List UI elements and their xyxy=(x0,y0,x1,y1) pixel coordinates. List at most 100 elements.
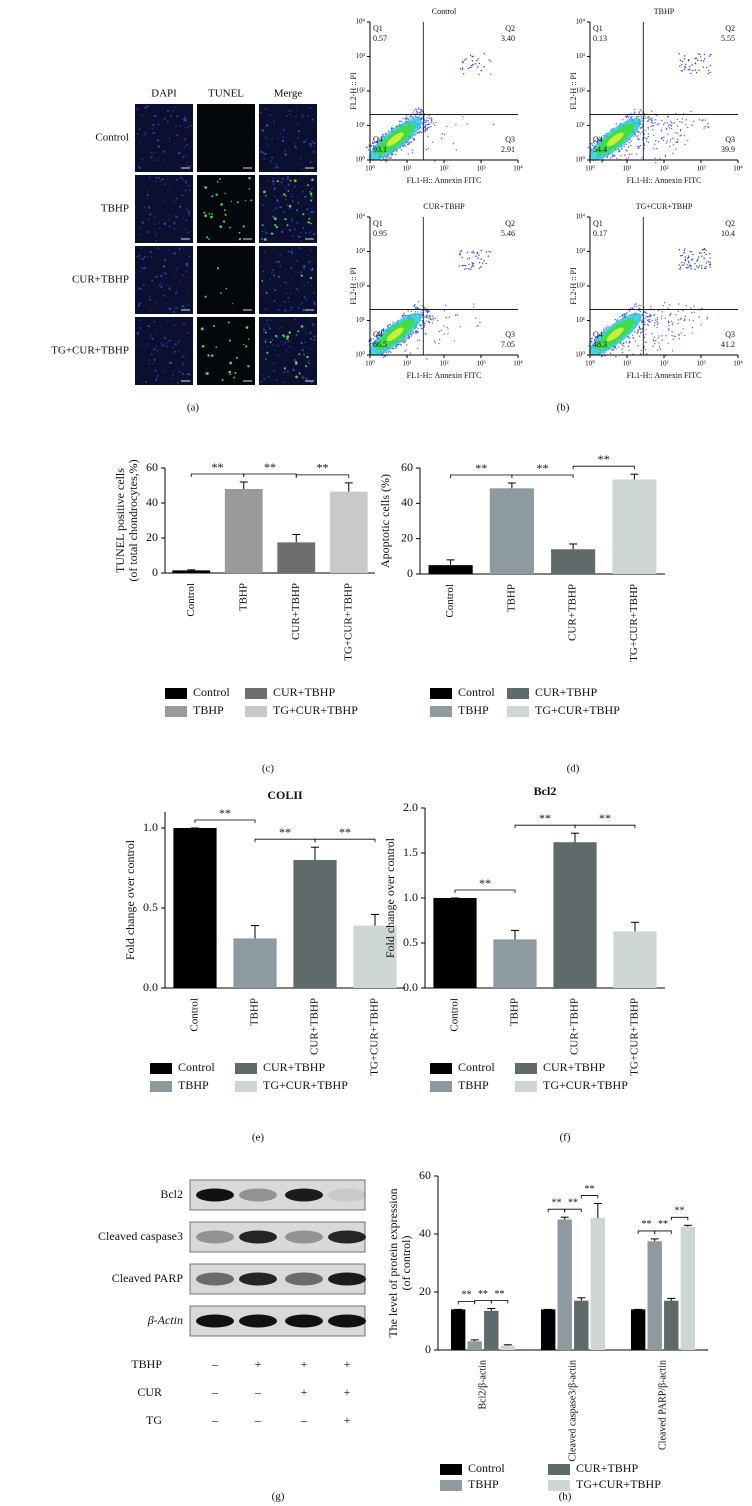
event-dot xyxy=(657,322,659,324)
tunel-cell xyxy=(265,194,267,197)
event-dot xyxy=(627,146,630,149)
event-dot xyxy=(646,137,649,140)
event-dot xyxy=(626,311,628,314)
event-dot xyxy=(681,64,683,66)
nucleus xyxy=(273,123,276,126)
tunel-cell xyxy=(229,226,231,229)
bar xyxy=(557,1219,572,1350)
nucleus xyxy=(307,254,309,256)
nucleus xyxy=(183,146,186,149)
x-tick-label: Control xyxy=(444,584,456,618)
x-tick-label: Cleaved caspase3/β-actin xyxy=(567,1360,578,1461)
event-dot xyxy=(478,254,480,256)
nucleus xyxy=(190,164,192,166)
event-dot xyxy=(691,312,693,314)
tunel-cell xyxy=(242,225,245,228)
event-dot xyxy=(410,115,412,117)
significance-label: ** xyxy=(537,461,549,475)
micrograph xyxy=(197,246,255,314)
event-dot xyxy=(434,317,437,319)
tunel-cell xyxy=(200,327,204,331)
blot-band xyxy=(285,1188,323,1202)
nucleus xyxy=(289,287,291,289)
event-dot xyxy=(700,252,702,254)
event-dot xyxy=(681,121,683,124)
tunel-cell xyxy=(221,379,224,381)
blot-band xyxy=(239,1188,277,1202)
nucleus xyxy=(269,114,272,117)
event-dot xyxy=(478,73,480,76)
event-dot xyxy=(411,115,413,117)
nucleus xyxy=(156,376,158,378)
nucleus xyxy=(152,132,155,135)
nucleus xyxy=(280,181,283,184)
nucleus xyxy=(273,248,275,251)
event-dot xyxy=(399,120,402,123)
significance-label: ** xyxy=(475,461,487,475)
event-dot xyxy=(480,249,482,252)
significance-label: ** xyxy=(585,1184,595,1195)
nucleus xyxy=(260,380,263,384)
event-dot xyxy=(421,327,424,330)
event-dot xyxy=(668,321,670,324)
nucleus xyxy=(154,132,156,134)
nucleus xyxy=(286,204,288,206)
bar xyxy=(293,860,337,988)
nucleus xyxy=(265,137,267,140)
event-dot xyxy=(687,260,690,262)
y-axis-label: FL2-H :: PI xyxy=(349,267,358,305)
legend-label: Control xyxy=(468,1461,505,1475)
quadrant-name: Q2 xyxy=(725,219,735,228)
event-dot xyxy=(656,318,659,321)
event-dot xyxy=(384,133,387,135)
event-dot xyxy=(647,319,650,321)
nucleus xyxy=(149,251,153,254)
event-dot xyxy=(402,341,404,343)
nucleus xyxy=(310,210,314,214)
legend-swatch xyxy=(440,1464,462,1475)
event-dot xyxy=(412,138,415,140)
event-dot xyxy=(408,141,410,143)
nucleus xyxy=(167,249,170,251)
event-dot xyxy=(410,310,413,313)
nucleus xyxy=(157,145,161,148)
event-dot xyxy=(628,141,631,144)
event-dot xyxy=(703,127,705,129)
event-dot xyxy=(627,345,630,348)
column-header: Merge xyxy=(274,88,303,100)
event-dot xyxy=(403,145,405,147)
tunel-cell xyxy=(211,213,214,215)
nucleus xyxy=(179,236,182,239)
event-dot xyxy=(463,264,465,267)
event-dot xyxy=(408,335,411,338)
nucleus xyxy=(177,189,179,192)
event-dot xyxy=(596,335,598,338)
micrograph xyxy=(135,104,193,172)
event-dot xyxy=(704,126,706,128)
nucleus xyxy=(175,269,178,272)
tunel-cell xyxy=(309,192,313,196)
nucleus xyxy=(173,142,176,145)
nucleus xyxy=(282,128,286,132)
event-dot xyxy=(596,137,599,140)
nucleus xyxy=(186,165,188,167)
tunel-cell xyxy=(215,346,218,349)
nucleus xyxy=(312,323,315,326)
nucleus xyxy=(148,218,150,220)
event-dot xyxy=(638,138,641,140)
nucleus xyxy=(283,211,286,214)
nucleus xyxy=(281,195,284,198)
nucleus xyxy=(171,109,173,111)
y-tick-label: 10⁰ xyxy=(575,156,585,164)
nucleus xyxy=(178,151,181,154)
event-dot xyxy=(428,126,430,128)
event-dot xyxy=(438,330,441,333)
event-dot xyxy=(462,61,464,64)
event-dot xyxy=(690,266,692,268)
event-dot xyxy=(620,155,622,157)
nucleus xyxy=(264,289,266,291)
event-dot xyxy=(371,142,374,145)
nucleus xyxy=(154,107,157,109)
event-dot xyxy=(428,115,430,117)
